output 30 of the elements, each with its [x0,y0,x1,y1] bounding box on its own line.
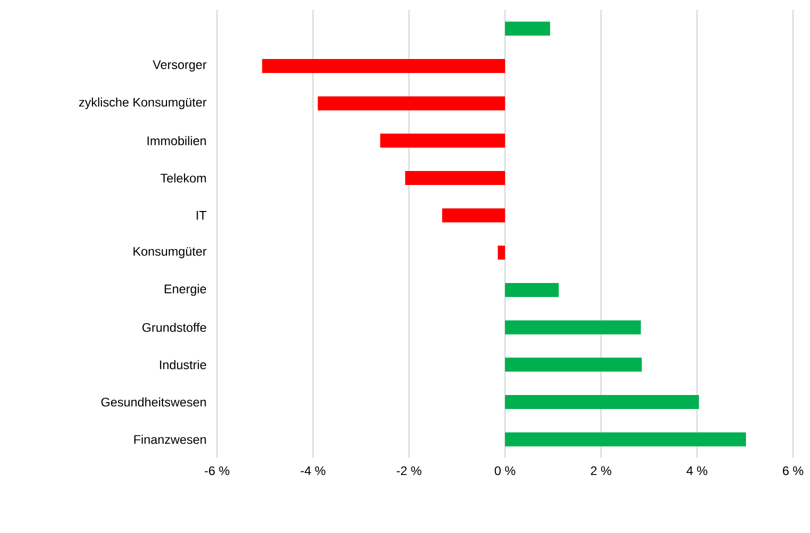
bar [505,320,641,334]
y-tick-label: Versorger [152,60,206,72]
bar [505,358,642,372]
y-tick-label: Grundstoffe [142,322,206,332]
y-tick-label: Immobilien [148,136,206,146]
x-tick-label: 0 % [494,466,516,476]
x-tick-label: 2 % [590,466,612,476]
y-tick-label: Gesundheitswesen [101,397,206,407]
bar [498,246,506,260]
x-tick-label: 4 % [686,466,708,476]
bar [442,208,506,222]
bar [262,58,506,73]
x-tick-label: -4 % [300,466,326,476]
x-tick-label: -2 % [396,466,422,476]
bar [505,394,699,409]
bar [318,96,506,110]
bar [405,170,506,185]
bar [505,22,550,36]
y-tick-label: IT [196,211,206,220]
y-tick-label: Industrie [160,360,206,370]
x-tick-label: 6 % [782,466,804,476]
y-tick-label: Telekom [160,173,206,183]
y-tick-label: Energie [164,284,206,296]
y-tick-label: Konsumgüter [134,247,206,258]
bar [380,134,506,148]
bar [505,282,559,297]
x-tick-label: -6 % [204,466,230,476]
bar [505,432,746,446]
y-tick-label: Finanzwesen [134,434,206,444]
y-tick-label: zyklische Konsumgüter [79,98,206,110]
